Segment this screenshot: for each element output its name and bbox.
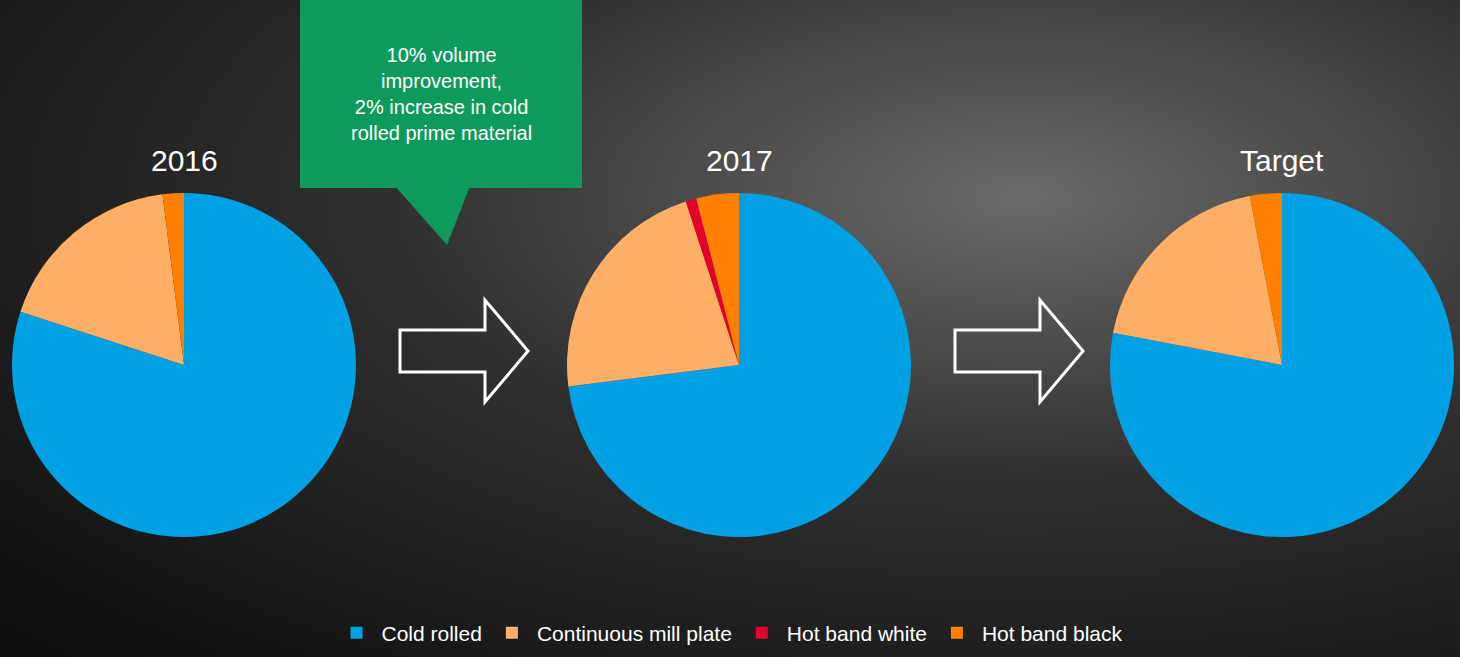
svg-text:Target: Target: [1240, 144, 1324, 177]
svg-text:Hot band white: Hot band white: [787, 622, 927, 645]
svg-text:2017: 2017: [706, 144, 773, 177]
svg-text:2016: 2016: [151, 144, 218, 177]
svg-text:Cold rolled: Cold rolled: [382, 622, 482, 645]
svg-text:Hot band black: Hot band black: [982, 622, 1123, 645]
svg-text:Continuous mill plate: Continuous mill plate: [537, 622, 732, 645]
svg-text:10% volumeimprovement,2% incre: 10% volumeimprovement,2% increase in col…: [351, 44, 532, 144]
